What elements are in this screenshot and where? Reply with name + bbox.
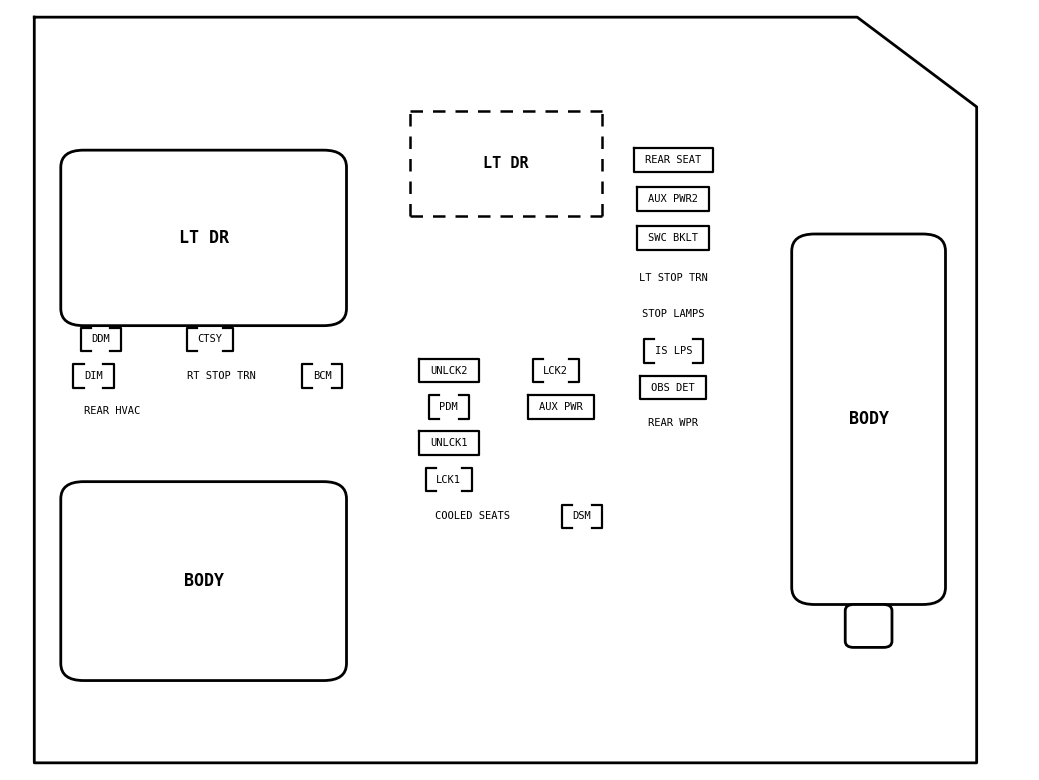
Text: REAR WPR: REAR WPR <box>648 418 698 427</box>
Text: LT STOP TRN: LT STOP TRN <box>639 273 708 282</box>
Text: DIM: DIM <box>84 371 103 381</box>
Text: PDM: PDM <box>439 402 458 412</box>
Text: BODY: BODY <box>849 410 888 428</box>
FancyBboxPatch shape <box>60 481 347 680</box>
Text: RT STOP TRN: RT STOP TRN <box>187 371 256 381</box>
Text: STOP LAMPS: STOP LAMPS <box>642 310 704 319</box>
Text: BCM: BCM <box>313 371 331 381</box>
Text: COOLED SEATS: COOLED SEATS <box>435 512 510 521</box>
FancyBboxPatch shape <box>60 151 347 326</box>
Text: UNLCK2: UNLCK2 <box>430 366 468 375</box>
Text: LT DR: LT DR <box>483 156 529 172</box>
Text: LCK2: LCK2 <box>543 366 568 375</box>
Text: AUX PWR: AUX PWR <box>539 402 583 412</box>
Text: IS LPS: IS LPS <box>655 346 692 356</box>
Text: REAR HVAC: REAR HVAC <box>84 406 140 416</box>
Text: REAR SEAT: REAR SEAT <box>645 155 701 165</box>
Text: LCK1: LCK1 <box>436 475 461 484</box>
Text: BODY: BODY <box>184 572 223 590</box>
Text: DDM: DDM <box>91 335 110 344</box>
Text: DSM: DSM <box>572 512 591 521</box>
Text: AUX PWR2: AUX PWR2 <box>648 194 698 204</box>
FancyBboxPatch shape <box>792 234 945 604</box>
Text: SWC BKLT: SWC BKLT <box>648 233 698 243</box>
FancyBboxPatch shape <box>846 604 893 647</box>
Text: OBS DET: OBS DET <box>651 383 695 392</box>
Text: UNLCK1: UNLCK1 <box>430 438 468 448</box>
Text: CTSY: CTSY <box>197 335 222 344</box>
Text: LT DR: LT DR <box>179 229 229 247</box>
